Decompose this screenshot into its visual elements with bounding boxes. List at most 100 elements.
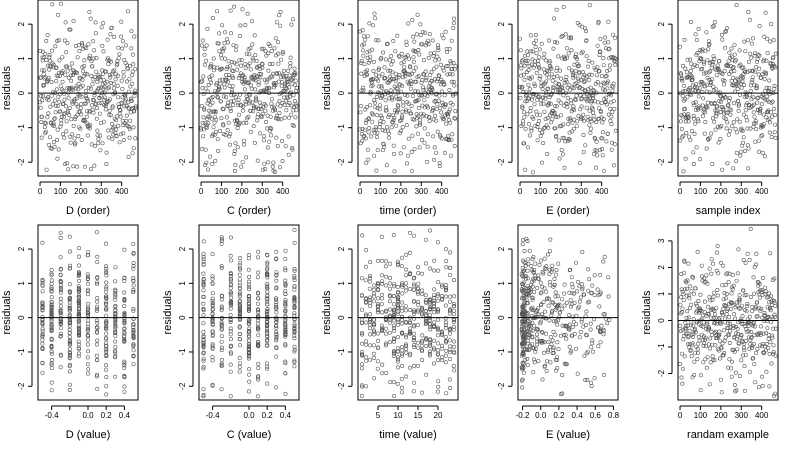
data-point — [520, 377, 525, 382]
data-point — [40, 280, 45, 285]
data-point — [598, 328, 603, 333]
data-point — [567, 130, 572, 135]
data-point — [543, 96, 548, 101]
data-point — [686, 293, 691, 298]
data-point — [588, 380, 593, 385]
data-point — [592, 376, 597, 381]
scatter-points — [677, 226, 778, 398]
data-point — [265, 294, 270, 299]
data-point — [210, 358, 215, 363]
data-point — [86, 327, 91, 332]
data-point — [760, 124, 765, 129]
data-point — [128, 96, 133, 101]
data-point — [550, 308, 555, 313]
data-point — [246, 356, 251, 361]
data-point — [375, 258, 380, 263]
data-point — [577, 335, 582, 340]
data-point — [680, 306, 685, 311]
data-point — [55, 104, 60, 109]
data-point — [130, 73, 135, 78]
data-point — [201, 392, 206, 397]
data-point — [416, 74, 421, 79]
data-point — [530, 334, 535, 339]
data-point — [569, 101, 574, 106]
data-point — [601, 332, 606, 337]
data-point — [563, 56, 568, 61]
data-point — [246, 79, 251, 84]
data-point — [104, 331, 109, 336]
y-axis-title: residuals — [321, 290, 333, 335]
data-point — [395, 86, 400, 91]
data-point — [375, 307, 380, 312]
y-tick-label: 0 — [17, 315, 26, 320]
data-point — [519, 353, 524, 358]
data-point — [219, 322, 224, 327]
data-point — [544, 297, 549, 302]
data-point — [584, 54, 589, 59]
data-point — [429, 86, 434, 91]
data-point — [220, 106, 225, 111]
data-point — [213, 115, 218, 120]
data-point — [693, 32, 698, 37]
data-point — [52, 116, 57, 121]
data-point — [94, 56, 99, 61]
data-point — [556, 347, 561, 352]
data-point — [551, 319, 556, 324]
data-point — [594, 120, 599, 125]
data-point — [548, 283, 553, 288]
data-point — [82, 164, 87, 169]
data-point — [520, 105, 525, 110]
data-point — [762, 57, 767, 62]
data-point — [409, 169, 414, 174]
data-point — [369, 111, 374, 116]
data-point — [66, 95, 71, 100]
data-point — [726, 132, 731, 137]
data-point — [679, 295, 684, 300]
data-point — [122, 363, 127, 368]
data-point — [58, 266, 63, 271]
data-point — [740, 79, 745, 84]
data-point — [210, 318, 215, 323]
data-point — [414, 32, 419, 37]
data-point — [371, 332, 376, 337]
data-point — [228, 319, 233, 324]
data-point — [219, 264, 224, 269]
data-point — [582, 73, 587, 78]
data-point — [710, 342, 715, 347]
data-point — [554, 7, 559, 12]
data-point — [739, 333, 744, 338]
data-point — [542, 109, 547, 114]
data-point — [39, 120, 44, 125]
data-point — [760, 275, 765, 280]
data-point — [372, 329, 377, 334]
data-point — [219, 308, 224, 313]
data-point — [537, 66, 542, 71]
data-point — [735, 347, 740, 352]
data-point — [436, 357, 441, 362]
data-point — [693, 286, 698, 291]
data-point — [689, 302, 694, 307]
data-point — [612, 142, 617, 147]
data-point — [47, 67, 52, 72]
data-point — [237, 294, 242, 299]
data-point — [602, 40, 607, 45]
data-point — [448, 294, 453, 299]
data-point — [699, 56, 704, 61]
data-point — [745, 38, 750, 43]
data-point — [411, 59, 416, 64]
data-point — [389, 54, 394, 59]
data-point — [375, 366, 380, 371]
data-point — [569, 348, 574, 353]
data-point — [237, 369, 242, 374]
data-point — [447, 137, 452, 142]
data-point — [360, 28, 365, 33]
data-point — [260, 167, 265, 172]
data-point — [748, 294, 753, 299]
data-point — [63, 72, 68, 77]
data-point — [49, 305, 54, 310]
data-point — [745, 304, 750, 309]
data-point — [252, 33, 257, 38]
data-point — [85, 72, 90, 77]
data-point — [746, 166, 751, 171]
